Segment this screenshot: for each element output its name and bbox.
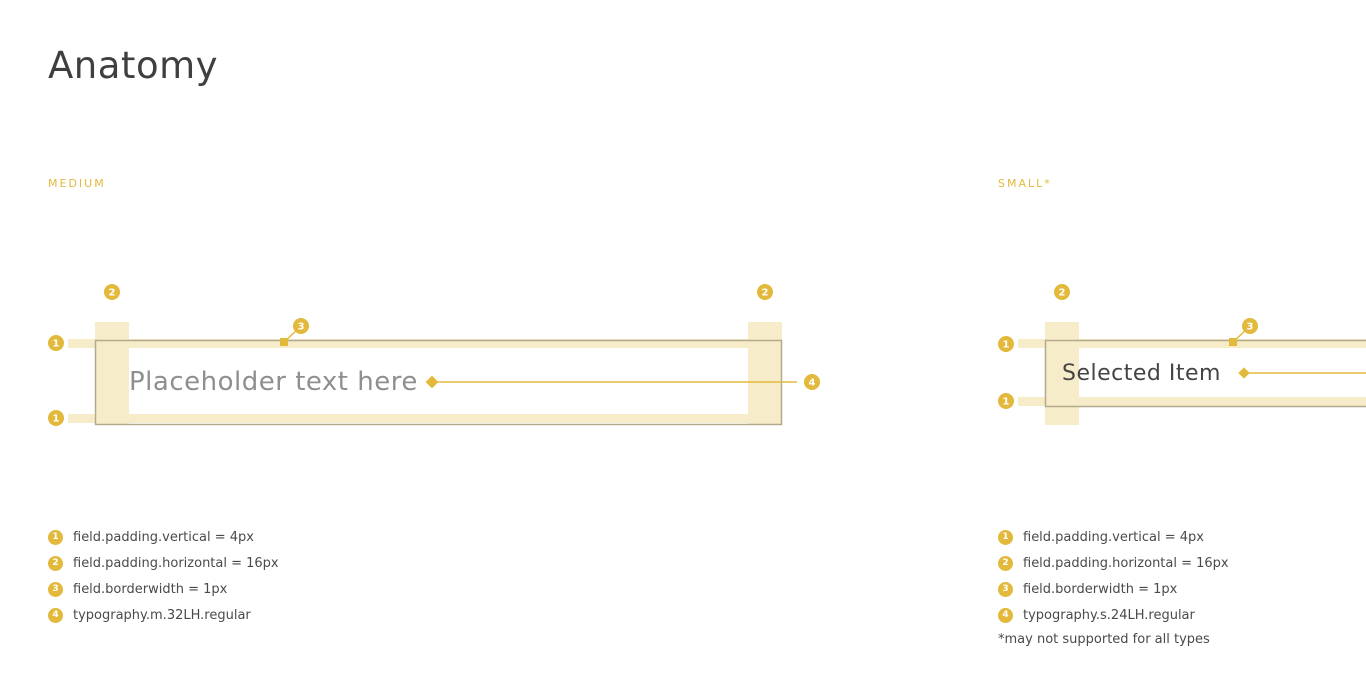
svg-text:1: 1 (53, 414, 60, 425)
medium-section-label: MEDIUM (48, 177, 106, 190)
small-field-border (1044, 339, 1366, 408)
medium-callout-2-left: 2 (104, 284, 120, 300)
small-typography-marker (1238, 367, 1250, 379)
small-section-label: SMALL* (998, 177, 1052, 190)
medium-callout-2-right: 2 (757, 284, 773, 300)
medium-field-placeholder: Placeholder text here (129, 367, 418, 397)
legend-text: field.padding.horizontal = 16px (1023, 555, 1229, 571)
medium-padding-horizontal-left (95, 322, 129, 425)
small-footnote: *may not supported for all types (998, 632, 1210, 647)
small-padding-vertical-top (1018, 339, 1366, 348)
medium-border-leader (283, 329, 298, 343)
legend-text: field.padding.vertical = 4px (73, 529, 254, 545)
legend-text: typography.s.24LH.regular (1023, 607, 1195, 623)
legend-number-badge: 2 (48, 555, 63, 571)
medium-legend-item: 1 field.padding.vertical = 4px (48, 524, 279, 550)
medium-legend-item: 4 typography.m.32LH.regular (48, 602, 279, 628)
svg-text:1: 1 (1003, 397, 1010, 408)
small-legend-item: 4 typography.s.24LH.regular (998, 602, 1229, 628)
legend-text: field.borderwidth = 1px (73, 581, 228, 597)
small-callout-2-left: 2 (1054, 284, 1070, 300)
medium-legend-item: 2 field.padding.horizontal = 16px (48, 550, 279, 576)
medium-padding-vertical-bottom (68, 414, 782, 423)
legend-number-badge: 2 (998, 555, 1013, 571)
small-callout-1-bottom: 1 (998, 393, 1014, 409)
medium-callout-1-top: 1 (48, 335, 64, 351)
legend-text: field.padding.horizontal = 16px (73, 555, 279, 571)
legend-number-badge: 1 (48, 529, 63, 545)
small-legend-item: 1 field.padding.vertical = 4px (998, 524, 1229, 550)
small-callout-1-top: 1 (998, 336, 1014, 352)
small-border-leader (1232, 329, 1247, 343)
small-legend-item: 2 field.padding.horizontal = 16px (998, 550, 1229, 576)
legend-number-badge: 1 (998, 529, 1013, 545)
medium-anatomy: Placeholder text here 1 1 2 2 3 (48, 284, 820, 426)
page-title: Anatomy (48, 44, 219, 87)
svg-text:2: 2 (109, 288, 116, 299)
medium-legend-item: 3 field.borderwidth = 1px (48, 576, 279, 602)
legend-number-badge: 3 (998, 581, 1013, 597)
medium-padding-horizontal-right (748, 322, 782, 425)
small-legend-item: 3 field.borderwidth = 1px (998, 576, 1229, 602)
svg-text:3: 3 (298, 322, 305, 333)
medium-padding-vertical-top (68, 339, 782, 348)
svg-text:4: 4 (809, 378, 816, 389)
svg-text:2: 2 (1059, 288, 1066, 299)
medium-legend: 1 field.padding.vertical = 4px 2 field.p… (48, 524, 279, 628)
svg-text:3: 3 (1247, 322, 1254, 333)
legend-text: field.borderwidth = 1px (1023, 581, 1178, 597)
legend-number-badge: 4 (48, 607, 63, 623)
small-padding-vertical-bottom (1018, 397, 1366, 406)
legend-text: typography.m.32LH.regular (73, 607, 251, 623)
legend-number-badge: 3 (48, 581, 63, 597)
medium-callout-4: 4 (804, 374, 820, 390)
medium-typography-marker (425, 375, 439, 389)
small-field-value: Selected Item (1062, 361, 1221, 386)
legend-number-badge: 4 (998, 607, 1013, 623)
small-callout-3: 3 (1242, 318, 1258, 334)
small-anatomy: Selected Item 1 1 2 3 (998, 284, 1366, 425)
svg-text:2: 2 (762, 288, 769, 299)
small-padding-horizontal-left (1045, 322, 1079, 425)
small-legend: 1 field.padding.vertical = 4px 2 field.p… (998, 524, 1229, 628)
svg-text:1: 1 (53, 339, 60, 350)
svg-text:1: 1 (1003, 340, 1010, 351)
medium-callout-1-bottom: 1 (48, 410, 64, 426)
legend-text: field.padding.vertical = 4px (1023, 529, 1204, 545)
medium-callout-3: 3 (293, 318, 309, 334)
